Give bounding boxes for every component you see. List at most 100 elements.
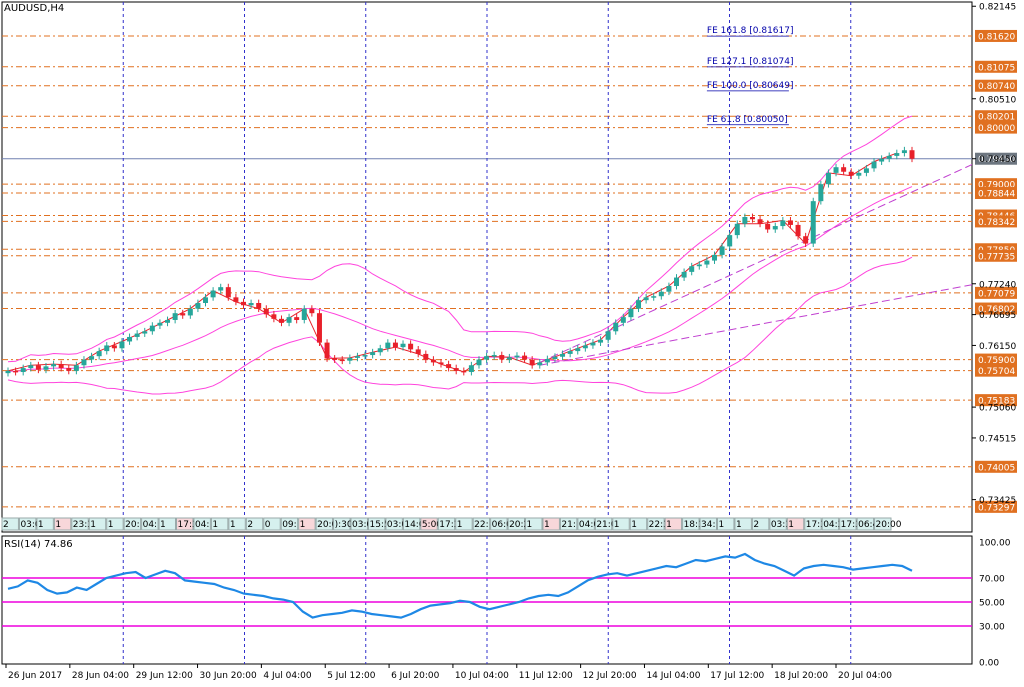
candle-body <box>886 155 892 159</box>
session-box <box>559 517 578 531</box>
candle-body <box>142 331 148 334</box>
candle-body <box>278 318 284 323</box>
candle-body <box>613 322 619 332</box>
session-box <box>839 517 857 531</box>
session-box <box>228 517 246 531</box>
candle-body <box>651 296 657 298</box>
session-box <box>333 517 351 531</box>
candle-body <box>476 359 482 366</box>
candle-body <box>727 235 733 247</box>
candle-body <box>240 301 246 306</box>
candle-body <box>468 365 474 373</box>
session-label: 1 <box>631 520 637 530</box>
session-box <box>751 517 770 531</box>
candle-body <box>552 356 558 360</box>
session-label: 1 <box>736 520 742 530</box>
candle-body <box>825 172 831 185</box>
candle-body <box>35 365 41 370</box>
price-level-tag <box>975 460 1017 473</box>
candle-body <box>787 220 793 225</box>
time-tick-label: 20 Jul 04:00 <box>838 671 892 681</box>
session-label: 03:30 <box>771 520 797 530</box>
candle-body <box>286 317 292 323</box>
price-level-label: 0.74005 <box>978 463 1015 473</box>
candle-body <box>567 351 573 354</box>
candle-body <box>582 345 588 349</box>
session-box <box>472 517 491 531</box>
session-label: 03:00 <box>387 520 413 530</box>
session-box <box>36 517 54 531</box>
candle-body <box>491 355 497 357</box>
session-box <box>664 517 683 531</box>
candle-body <box>20 368 26 373</box>
candle-body <box>58 364 64 369</box>
candle-body <box>134 333 140 337</box>
candle-body <box>430 359 436 363</box>
candle-body <box>127 336 133 342</box>
session-box <box>367 517 386 531</box>
session-box <box>821 517 840 531</box>
vertical-separators <box>122 2 852 664</box>
session-box <box>141 517 159 531</box>
session-label: 04:30 <box>823 520 849 530</box>
session-box <box>1 517 19 531</box>
candle-body <box>537 362 543 366</box>
candle-body <box>696 264 702 267</box>
session-label: 1 <box>544 520 550 530</box>
candle-body <box>514 355 520 358</box>
time-tick-label: 10 Jul 04:00 <box>455 671 509 681</box>
candle-body <box>499 355 505 360</box>
candle-body <box>841 167 847 172</box>
time-tick-label: 11 Jul 12:00 <box>519 671 573 681</box>
candle-body <box>803 236 809 244</box>
candle-body <box>263 308 269 315</box>
session-box <box>647 517 665 531</box>
session-box <box>716 517 735 531</box>
candle-body <box>689 266 695 272</box>
session-label: 0 <box>265 520 271 530</box>
session-box <box>350 517 368 531</box>
session-box <box>769 517 787 531</box>
session-box <box>507 517 526 531</box>
candle-body <box>157 322 163 326</box>
candle-body <box>628 308 634 318</box>
time-tick-label: 18 Jul 20:00 <box>774 671 828 681</box>
candle-body <box>446 364 452 369</box>
time-tick-label: 30 Jun 20:00 <box>200 671 257 681</box>
session-label: 14:00 <box>404 520 430 530</box>
price-tick-label: 0.79450 <box>979 155 1016 165</box>
fib-label: FE 61.8 [0.80050] <box>707 115 788 125</box>
price-level-label: 0.81620 <box>978 32 1015 42</box>
session-box <box>455 517 473 531</box>
candle-body <box>848 171 854 176</box>
session-label: 09: <box>282 520 296 530</box>
candle-body <box>438 362 444 365</box>
candle-body <box>879 158 885 162</box>
price-tick-label: 0.82145 <box>979 3 1016 13</box>
candle-body <box>89 356 95 360</box>
candle-body <box>719 246 725 255</box>
time-tick-label: 14 Jul 04:00 <box>646 671 700 681</box>
session-box <box>525 517 543 531</box>
session-label: 1 <box>38 520 44 530</box>
session-box <box>542 517 560 531</box>
session-label: 03:00 <box>20 520 46 530</box>
fibonacci-expansion: FE 161.8 [0.81617] FE 127.1 [0.81074] FE 1… <box>706 26 794 126</box>
session-box <box>437 517 456 531</box>
candle-body <box>43 366 49 370</box>
price-axis: 0.82145 0.80510 0.79450 0.77240 0.76695 0.761… <box>972 3 1016 506</box>
candle-body <box>187 308 193 316</box>
candle-body <box>529 359 535 366</box>
fib-label: FE 161.8 [0.81617] <box>707 26 794 36</box>
price-level-tag <box>975 79 1017 92</box>
candles <box>5 146 915 377</box>
candle-body <box>332 358 338 360</box>
time-tick-label: 29 Jun 12:00 <box>136 671 193 681</box>
session-box <box>210 517 229 531</box>
price-level-label: 0.79000 <box>978 181 1015 191</box>
session-label: 2 <box>247 520 253 530</box>
bollinger-upper <box>7 115 913 363</box>
session-label: 20:00 <box>876 520 902 530</box>
